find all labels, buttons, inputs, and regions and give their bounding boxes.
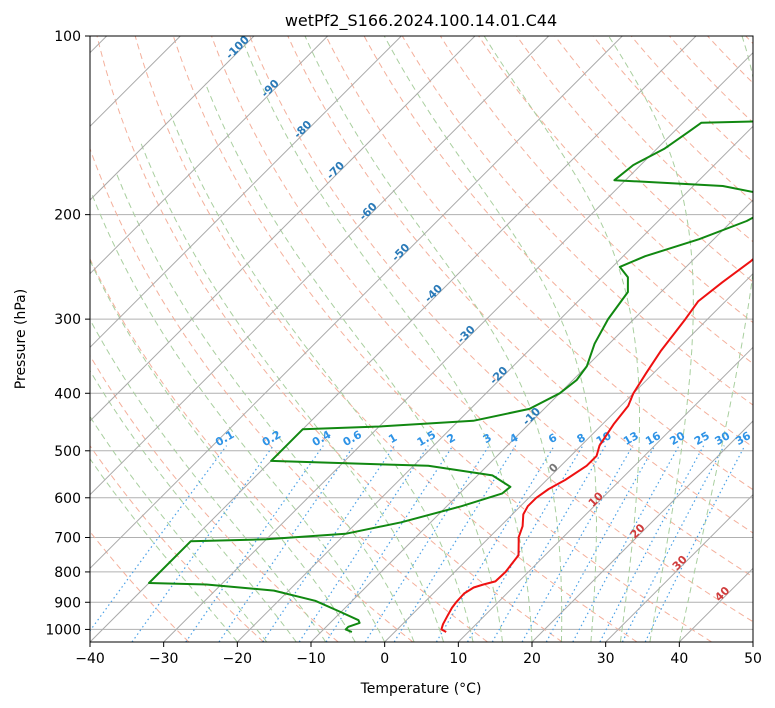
isotherm [90,36,255,201]
y-tick-label: 400 [54,386,81,402]
y-tick-label: 100 [54,29,81,45]
moist-adiabat [204,82,503,642]
x-tick-label: 50 [744,651,762,667]
mixing-ratio-line [298,445,429,642]
y-tick-label: 600 [54,491,81,507]
mixing-ratio-line [491,445,607,642]
mixing-ratio-line [572,445,680,642]
dewpoint-line [148,120,753,633]
isotherm [531,420,753,642]
moist-adiabat [90,259,356,642]
dry-adiabat [325,36,753,491]
x-tick-label: 0 [380,651,389,667]
isotherm [310,199,753,642]
moist-adiabat [139,140,445,642]
moist-adiabat [483,36,640,642]
x-tick-label: 20 [523,651,541,667]
x-tick-label: 30 [597,651,615,667]
mixing-ratio-line [545,445,656,642]
dry-adiabat [90,257,414,642]
mixing-ratio-line [521,445,634,642]
isotherm [90,36,402,349]
x-tick-label: −40 [75,651,105,667]
moist-adiabat [90,415,268,642]
moist-adiabat [169,113,474,642]
temperature-line [440,257,753,633]
isotherm [457,346,753,642]
isotherm [384,272,753,642]
moist-adiabat [115,172,415,642]
isotherm [90,36,550,496]
x-tick-label: −20 [223,651,253,667]
y-tick-label: 700 [54,531,81,547]
y-tick-label: 500 [54,444,81,460]
y-tick-label: 300 [54,312,81,328]
moist-adiabat [678,36,753,642]
mixing-ratio-lines [90,445,746,642]
sounding-series [148,120,753,633]
dry-adiabat [630,36,753,163]
dry-adiabat [96,36,563,642]
dry-adiabat [211,36,753,623]
mixing-ratio-line [644,445,746,642]
x-tick-label: 40 [670,651,688,667]
y-tick-label: 1000 [45,622,81,638]
dry-adiabat [592,36,753,203]
dry-adiabat [134,36,638,642]
isotherm [605,493,753,642]
pressure-gridlines [90,36,753,630]
dry-adiabat [90,444,264,642]
y-tick-label: 200 [54,208,81,224]
mixing-ratio-line [218,445,355,642]
isotherm [236,125,753,642]
mixing-ratio-line [466,445,584,642]
x-tick-label: −10 [296,651,326,667]
moist-adiabat [90,369,297,642]
isotherm [90,36,623,570]
y-axis-title: Pressure (hPa) [13,289,29,389]
dry-adiabats [90,36,753,642]
moist-adiabat [240,36,533,642]
mixing-ratio-line [325,445,454,642]
plot-frame [89,35,754,643]
isotherm [90,36,476,422]
mixing-ratio-line [599,445,705,642]
moist-adiabat [91,194,386,642]
y-tick-label: 800 [54,565,81,581]
dry-adiabat [249,36,753,578]
moist-adiabat [608,36,694,642]
mixing-ratio-line [90,445,228,632]
isotherm [90,36,329,275]
x-tick-label: 10 [449,651,467,667]
y-tick-label: 900 [54,595,81,611]
mixing-ratio-line [262,445,396,642]
x-tick-label: −30 [149,651,179,667]
moist-adiabat [90,318,327,642]
moist-adiabat [383,36,597,642]
dry-adiabat [401,36,753,406]
isotherm [163,51,753,642]
dry-adiabat [478,36,753,324]
dry-adiabat [516,36,753,283]
dry-adiabat [172,36,712,642]
moist-adiabat [90,457,238,642]
chart-title: wetPf2_S166.2024.100.14.01.C44 [285,11,557,31]
x-axis-title: Temperature (°C) [360,681,482,697]
axes: −40 −30 −20 −10 0 10 20 30 40 50 100 200 300 400 500 60… [45,29,762,667]
plot-area: -100-90-80-70-60-50-40-30-20-100.1 0.2 0.4… [90,36,753,642]
